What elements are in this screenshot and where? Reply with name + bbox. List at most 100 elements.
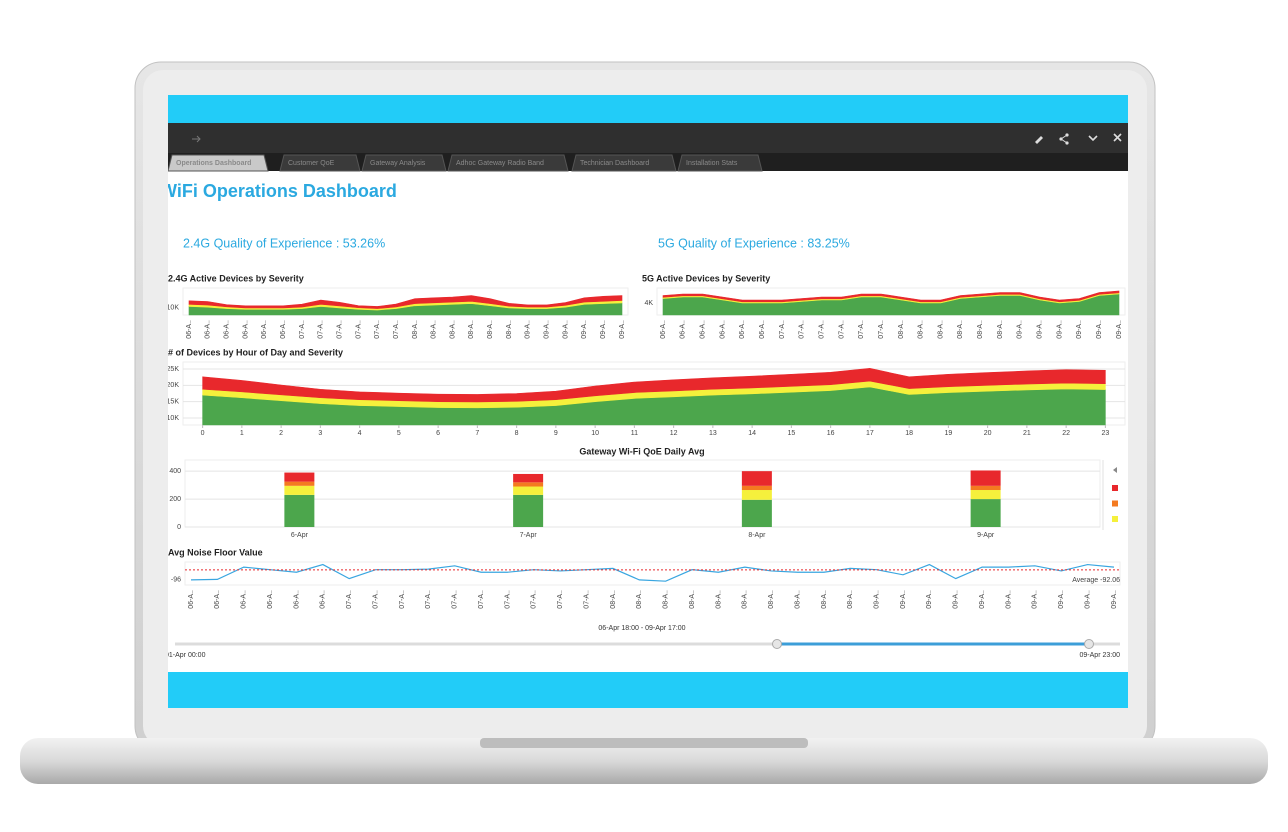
x-tick-label: 08-A.. [918,320,925,339]
x-tick-label: 09-A.. [619,320,626,339]
line-series [190,563,1115,582]
x-tick-label: 09-A.. [979,590,986,609]
x-tick-label: 09-A.. [874,590,881,609]
x-tick-label: 08-A.. [449,320,456,339]
x-tick-label: 06-A.. [242,320,249,339]
x-tick-label: 08-A.. [821,590,828,609]
average-label: Average -92.06 [1072,577,1120,584]
tab[interactable] [279,154,361,172]
close-icon[interactable] [1113,133,1122,142]
x-tick-label: 06-A.. [680,320,687,339]
x-tick-label: 9 [554,430,558,437]
bar-segment [284,485,315,495]
legend-scroll[interactable] [1113,467,1117,473]
x-tick-label: 06-A.. [739,320,746,339]
x-tick-label: 07-A.. [374,320,381,339]
bottom-band [168,672,1128,708]
y-tick-label: 15K [167,399,180,406]
tab[interactable] [168,154,269,172]
x-tick-label: 06-A.. [759,320,766,339]
x-tick-label: 09-A.. [1096,320,1103,339]
x-tick-label: 08-A.. [957,320,964,339]
x-tick-label: 07-A.. [878,320,885,339]
y-tick-label: 10K [167,415,180,422]
bar-segment [970,490,1001,500]
laptop-base [20,738,1268,784]
x-tick-label: 0 [201,430,205,437]
x-tick-label: 5 [397,430,401,437]
tab-label: Technician Dashboard [580,160,649,167]
chart-title: # of Devices by Hour of Day and Severity [168,347,343,357]
x-tick-label: 07-A.. [425,590,432,609]
tab-label: Adhoc Gateway Radio Band [456,160,544,167]
bar-segment [970,485,1001,491]
x-tick-label: 09-A.. [1111,590,1118,609]
screen: WiFi Operations Dashboard 2.4G Quality o… [165,95,1128,708]
x-tick-label: 06-A.. [205,320,212,339]
tab-label: Installation Stats [686,160,738,167]
area-series [202,368,1106,403]
y-tick-label: 10K [167,305,180,312]
tab[interactable] [447,154,569,172]
x-tick-label: 07-A.. [355,320,362,339]
x-tick-label: 09-A.. [544,320,551,339]
kpi-5g: 5G Quality of Experience : 83.25% [658,236,850,250]
x-tick-label: 06-A.. [223,320,230,339]
forward-icon[interactable] [192,135,201,143]
bar-segment [741,471,772,486]
tab[interactable] [361,154,447,172]
x-tick-label: 07-A.. [478,590,485,609]
edit-icon[interactable] [1035,136,1043,144]
y-tick-label: 400 [169,468,181,475]
x-tick-label: 07-A.. [372,590,379,609]
x-tick-label: 06-A.. [699,320,706,339]
share-icon[interactable] [1059,133,1069,145]
tab[interactable] [571,154,677,172]
chart-title: Avg Noise Floor Value [168,547,263,557]
x-tick-label: 23 [1101,430,1109,437]
tab[interactable] [677,154,763,172]
x-tick-label: 09-A.. [581,320,588,339]
x-tick-label: 21 [1023,430,1031,437]
x-tick-label: 07-A.. [336,320,343,339]
x-tick-label: 22 [1062,430,1070,437]
x-tick-label: 12 [670,430,678,437]
x-tick-label: 08-A.. [937,320,944,339]
range-label: 06-Apr 18:00 - 09-Apr 17:00 [598,625,685,632]
x-tick-label: 09-A.. [1005,590,1012,609]
x-tick-label: 07-A.. [452,590,459,609]
x-tick-label: 06-A.. [188,590,195,609]
x-tick-label: 4 [358,430,362,437]
x-tick-label: 07-A.. [858,320,865,339]
x-tick-label: 6 [436,430,440,437]
x-tick-label: 07-A.. [838,320,845,339]
bar-segment [513,486,544,495]
top-band [168,95,1128,123]
x-tick-label: 07-A.. [393,320,400,339]
bar-segment [513,473,544,483]
x-tick-label: 09-A.. [1058,590,1065,609]
x-tick-label: 08-A.. [506,320,513,339]
x-tick-label: 07-A.. [346,590,353,609]
plot-area [184,561,1121,586]
x-tick-label: 15 [787,430,795,437]
x-tick-label: 08-A.. [742,590,749,609]
x-tick-label: 06-A.. [280,320,287,339]
x-tick-label: 08-A.. [794,590,801,609]
x-tick-label: 06-A.. [186,320,193,339]
range-start: 01-Apr 00:00 [165,652,206,659]
x-tick-label: 6-Apr [291,532,309,539]
bar-segment [284,472,315,482]
x-tick-label: 09-A.. [600,320,607,339]
slider-handle[interactable] [1084,639,1094,649]
x-tick-label: 1 [240,430,244,437]
x-tick-label: 11 [631,430,638,437]
bar-segment [284,481,315,486]
slider-handle[interactable] [772,639,782,649]
x-tick-label: 09-A.. [926,590,933,609]
x-tick-label: 07-A.. [504,590,511,609]
legend-swatch [1112,500,1118,507]
x-tick-label: 7-Apr [520,532,538,539]
area-series [188,295,623,309]
collapse-icon[interactable] [1088,135,1098,142]
